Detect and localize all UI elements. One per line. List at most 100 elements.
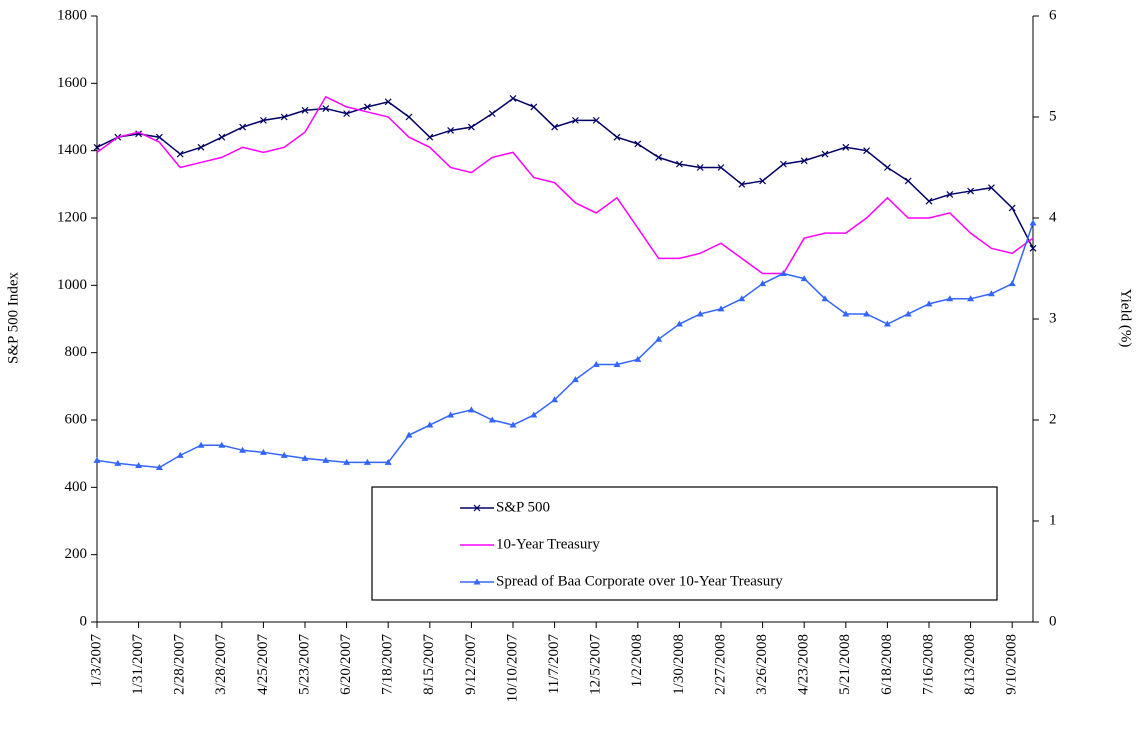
- y-tick-label: 600: [65, 411, 88, 427]
- series-marker: [155, 463, 163, 470]
- x-tick-label: 5/23/2007: [296, 634, 312, 695]
- series-marker: [426, 133, 434, 141]
- y2-tick-label: 3: [1049, 310, 1057, 326]
- series-line: [96, 95, 1034, 275]
- x-tick-label: 6/20/2007: [338, 634, 354, 695]
- series-marker: [363, 458, 371, 465]
- series-marker: [530, 411, 538, 418]
- legend-label: 10-Year Treasury: [496, 536, 600, 552]
- x-tick-label: 1/2/2008: [629, 634, 645, 687]
- x-tick-label: 2/27/2008: [712, 634, 728, 695]
- y-tick-label: 200: [65, 546, 88, 562]
- series-marker: [259, 116, 267, 124]
- x-tick-label: 9/10/2008: [1004, 634, 1020, 695]
- y-axis-label: S&P 500 Index: [5, 272, 21, 364]
- series-marker: [176, 451, 184, 458]
- y-tick-label: 1400: [57, 142, 87, 158]
- series-marker: [405, 113, 413, 121]
- series-marker: [405, 431, 413, 438]
- x-tick-label: 9/12/2007: [463, 634, 479, 695]
- series-marker: [904, 310, 912, 317]
- series-marker: [280, 113, 288, 121]
- y2-axis-label: Yield (%): [1118, 289, 1134, 348]
- series-marker: [779, 270, 787, 277]
- series-marker: [821, 150, 829, 158]
- series-marker: [384, 458, 392, 465]
- series-marker: [426, 421, 434, 428]
- series-marker: [467, 406, 475, 413]
- series-marker: [467, 123, 475, 131]
- x-tick-label: 1/31/2007: [130, 634, 146, 695]
- series-marker: [967, 295, 975, 302]
- series-marker: [967, 187, 975, 195]
- series-marker: [675, 320, 683, 327]
- series-marker: [696, 310, 704, 317]
- series-marker: [863, 310, 871, 317]
- series-marker: [239, 123, 247, 131]
- series-marker: [530, 103, 538, 111]
- series-marker: [655, 153, 663, 161]
- series-marker: [114, 459, 122, 466]
- series-marker: [946, 191, 954, 198]
- x-tick-label: 3/28/2007: [213, 634, 229, 695]
- x-tick-label: 12/5/2007: [588, 634, 604, 695]
- series-marker: [363, 103, 371, 111]
- y2-tick-label: 2: [1049, 411, 1057, 427]
- series-marker: [155, 133, 163, 141]
- series-marker: [135, 130, 143, 138]
- x-tick-label: 5/21/2008: [837, 634, 853, 695]
- series-marker: [696, 164, 704, 171]
- series-marker: [176, 150, 184, 158]
- series-marker: [343, 110, 351, 118]
- series-marker: [571, 116, 579, 124]
- series-marker: [93, 456, 101, 463]
- series-marker: [551, 396, 559, 403]
- series-marker: [634, 140, 642, 148]
- series-marker: [488, 416, 496, 423]
- y2-tick-label: 6: [1049, 7, 1057, 23]
- series-marker: [634, 355, 642, 362]
- series-marker: [613, 133, 621, 141]
- series-marker: [800, 275, 808, 282]
- series-marker: [259, 448, 267, 455]
- x-tick-label: 1/3/2007: [88, 634, 104, 688]
- series-marker: [1029, 244, 1037, 252]
- y2-tick-label: 1: [1049, 512, 1057, 528]
- series-marker: [883, 320, 891, 327]
- x-tick-label: 8/13/2008: [962, 634, 978, 695]
- x-tick-label: 7/16/2008: [920, 634, 936, 695]
- series-marker: [863, 147, 871, 155]
- series-marker: [717, 164, 725, 171]
- series-marker: [135, 461, 143, 468]
- series-marker: [218, 133, 226, 141]
- series-marker: [946, 295, 954, 302]
- series-marker: [551, 123, 559, 131]
- y-tick-label: 1600: [57, 75, 87, 91]
- series-line: [96, 97, 1034, 249]
- series-marker: [571, 376, 579, 383]
- series-marker: [322, 456, 330, 463]
- series-marker: [925, 300, 933, 307]
- series-marker: [280, 451, 288, 458]
- y-tick-label: 1800: [57, 7, 87, 23]
- series-marker: [655, 335, 663, 342]
- y-tick-label: 400: [65, 479, 88, 495]
- series-marker: [800, 157, 808, 165]
- x-tick-label: 6/18/2008: [879, 634, 895, 695]
- x-tick-label: 11/7/2007: [546, 634, 562, 695]
- x-tick-label: 3/26/2008: [754, 634, 770, 695]
- series-marker: [821, 295, 829, 302]
- series-marker: [759, 280, 767, 287]
- series-marker: [904, 177, 912, 185]
- series-marker: [447, 127, 455, 134]
- series-marker: [842, 310, 850, 317]
- legend-marker: [473, 504, 481, 512]
- series-marker: [218, 441, 226, 448]
- series-marker: [1008, 280, 1016, 287]
- series-marker: [488, 110, 496, 118]
- y-tick-label: 0: [80, 613, 88, 629]
- series-marker: [447, 411, 455, 418]
- y2-tick-label: 4: [1049, 209, 1057, 225]
- series-marker: [613, 360, 621, 367]
